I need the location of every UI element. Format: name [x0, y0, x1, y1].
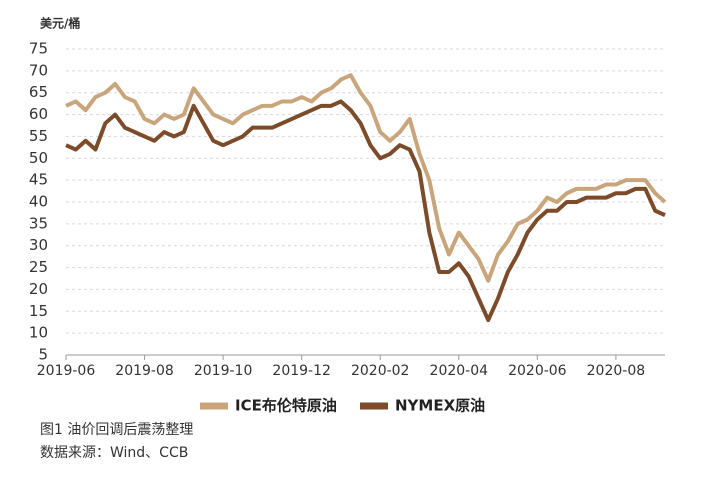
y-tick-label: 25 [29, 258, 48, 276]
series-line [65, 99, 666, 323]
y-tick-label: 20 [29, 280, 48, 298]
legend-label: ICE布伦特原油 [235, 397, 337, 415]
source: 数据来源：Wind、CCB [40, 445, 188, 461]
x-tick-label: 2019-12 [272, 363, 331, 379]
x-tick-label: 2020-02 [351, 363, 410, 379]
y-tick-label: 30 [29, 236, 48, 254]
y-tick-label: 40 [29, 193, 48, 211]
x-tick-label: 2020-04 [430, 363, 489, 379]
y-tick-label: 10 [29, 324, 48, 342]
caption: 图1 油价回调后震荡整理 [40, 422, 193, 438]
y-tick-label: 60 [29, 105, 48, 123]
y-tick-label: 75 [29, 40, 48, 58]
y-tick-label: 65 [29, 83, 48, 101]
series-line [65, 73, 667, 283]
y-tick-label: 35 [29, 214, 48, 232]
y-tick-label: 5 [38, 346, 48, 364]
x-tick-label: 2020-06 [508, 363, 567, 379]
x-tick-label: 2020-08 [587, 363, 646, 379]
x-tick-label: 2019-08 [115, 363, 174, 379]
y-tick-label: 55 [29, 127, 48, 145]
y-tick-label: 45 [29, 171, 48, 189]
y-tick-label: 50 [29, 149, 48, 167]
y-axis-label: 美元/桶 [40, 16, 80, 31]
y-tick-label: 70 [29, 61, 48, 79]
y-tick-label: 15 [29, 302, 48, 320]
x-tick-label: 2019-06 [37, 363, 96, 379]
x-tick-label: 2019-10 [194, 363, 253, 379]
legend-label: NYMEX原油 [395, 397, 485, 415]
